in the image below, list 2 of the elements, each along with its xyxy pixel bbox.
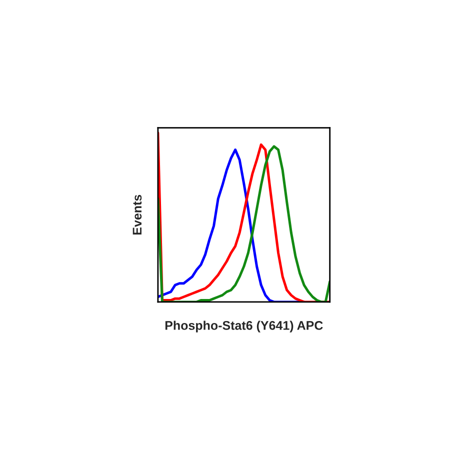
y-axis-title: Events [132,194,142,235]
x-axis-title: Phospho-Stat6 (Y641) APC [165,320,323,332]
